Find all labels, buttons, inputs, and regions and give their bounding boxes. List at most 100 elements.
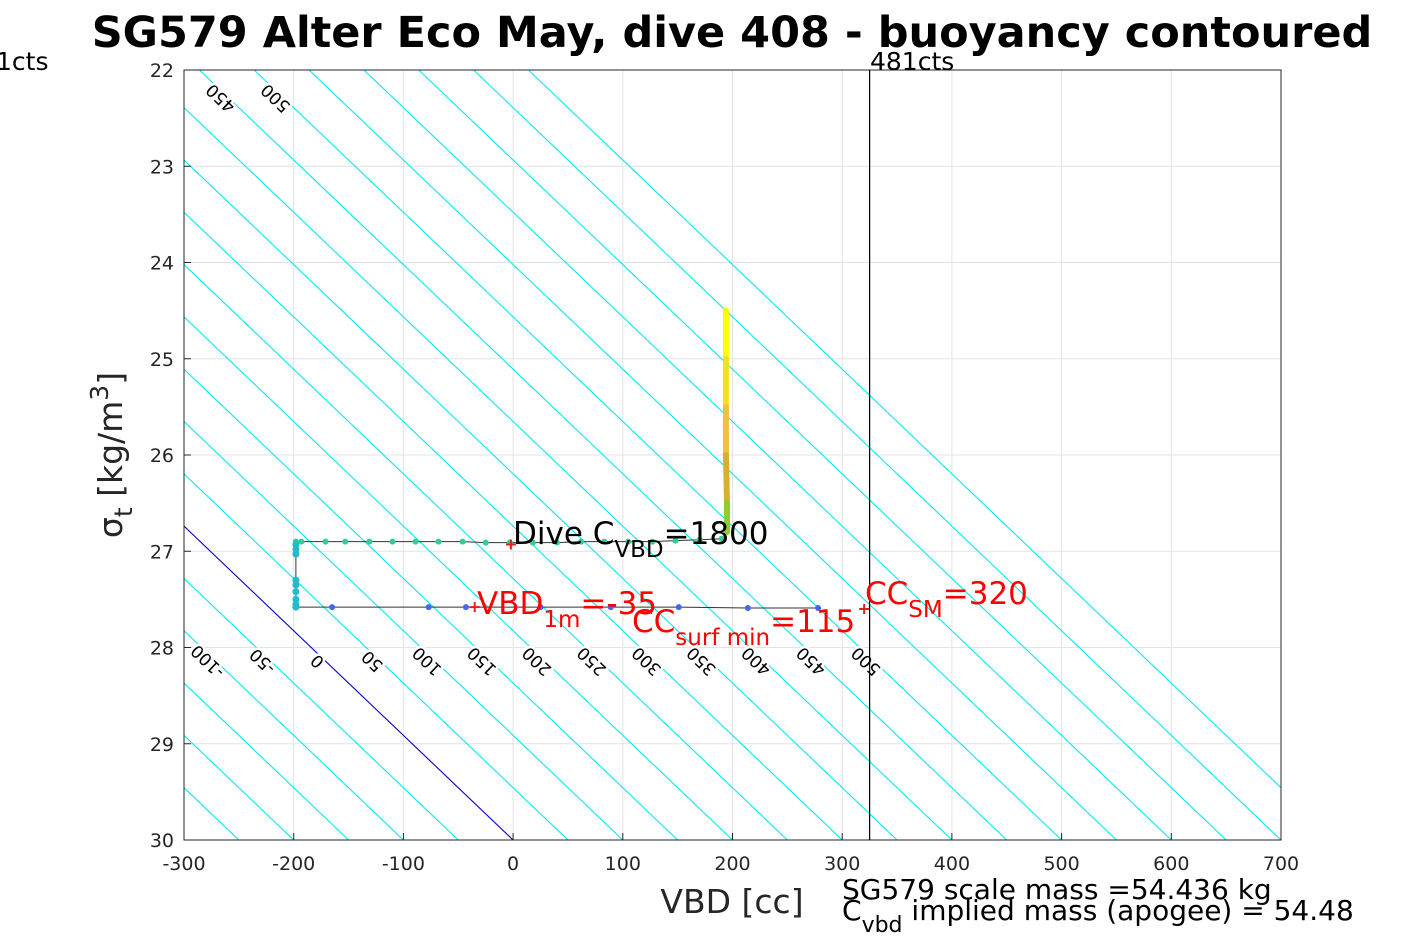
upper-profile-point — [366, 538, 373, 545]
vertical-profile-point — [292, 595, 300, 603]
y-tick-label: 24 — [150, 253, 174, 275]
x-tick-label: -200 — [272, 853, 315, 875]
surface-track-segment — [722, 452, 731, 507]
lower-profile-point — [462, 604, 469, 611]
vertical-profile-point — [292, 576, 300, 584]
upper-profile-point — [482, 539, 489, 546]
x-tick-label: 400 — [934, 853, 970, 875]
contour-line — [184, 682, 349, 840]
x-tick-label: 100 — [605, 853, 641, 875]
grid-lines — [183, 69, 1282, 841]
vline-counts-label: 481cts — [870, 47, 954, 76]
vertical-profile-point — [292, 588, 300, 596]
x-tick-label: 0 — [507, 853, 519, 875]
x-tick-label: 600 — [1153, 853, 1189, 875]
lower-profile-point — [537, 604, 544, 611]
upper-profile-point — [412, 538, 419, 545]
y-axis-label: σt [kg/m3] — [85, 372, 138, 538]
upper-profile-point — [553, 539, 560, 546]
contour-line — [184, 211, 843, 840]
lower-profile-point — [815, 605, 822, 612]
contour-line — [184, 525, 514, 840]
y-tick-label: 25 — [150, 349, 174, 371]
contour-line — [184, 577, 459, 840]
contour-line — [308, 70, 1117, 840]
contour-line — [184, 368, 679, 840]
upper-profile-point — [529, 539, 536, 546]
upper-profile-point — [342, 538, 349, 545]
contour-line — [0, 70, 74, 840]
y-tick-label: 28 — [150, 638, 174, 660]
lower-contour-label: -100 — [187, 640, 229, 681]
chart-title: SG579 Alter Eco May, dive 408 - buoyancy… — [92, 8, 1373, 58]
x-tick-label: 500 — [1043, 853, 1079, 875]
lower-profile-point — [329, 604, 336, 611]
axes: -300 -200 -100 0 100 200 300 400 500 600 700222324… — [150, 60, 1299, 875]
lower-contour-label: 50 — [358, 646, 387, 675]
y-tick-label: 29 — [150, 734, 174, 756]
x-tick-label: -100 — [382, 853, 425, 875]
contour-line — [528, 70, 1281, 789]
contour-line — [184, 420, 624, 840]
lower-profile-point — [607, 604, 614, 611]
upper-contour-label: 450 — [202, 79, 239, 116]
vertical-profile-point — [292, 550, 300, 558]
x-tick-label: 300 — [824, 853, 860, 875]
lower-profile-point — [744, 605, 751, 612]
upper-profile-point — [625, 538, 632, 545]
x-tick-label: 200 — [714, 853, 750, 875]
y-tick-label: 26 — [150, 445, 174, 467]
upper-profile-point — [459, 538, 466, 545]
upper-profile-point — [718, 535, 725, 542]
y-label-close: ] — [91, 372, 130, 385]
scale-mass-text: SG579 scale mass =54.436 kg — [842, 873, 1272, 906]
upper-profile-point — [578, 538, 585, 545]
buoyancy-contours — [0, 70, 1281, 840]
contour-line — [184, 630, 404, 840]
contour-line — [184, 106, 953, 840]
vbd-1m-annotation: VBD1m=-35 — [477, 586, 657, 633]
lower-profile-point — [425, 604, 432, 611]
x-axis-label: VBD [cc] — [660, 882, 803, 921]
lower-contour-label: 0 — [307, 650, 329, 672]
vertical-profile-point — [292, 603, 300, 611]
contour-line — [184, 473, 569, 840]
cc-sm-annotation: CCSM=320 — [865, 576, 1028, 623]
contour-line — [198, 70, 1008, 840]
vertical-profile-point — [292, 541, 300, 549]
lower-contour-label: -50 — [246, 644, 280, 678]
y-label-sub: t — [109, 507, 138, 517]
upper-profile-point — [601, 538, 608, 545]
contour-line — [184, 316, 733, 840]
y-tick-label: 30 — [150, 830, 174, 852]
upper-profile-point — [322, 538, 329, 545]
contour-line — [473, 70, 1281, 840]
contour-line — [184, 159, 898, 840]
y-tick-label: 23 — [150, 156, 174, 178]
cc-surf-min-annotation: CCsurf min=115 — [632, 604, 855, 651]
contour-line — [363, 70, 1172, 840]
upper-profile-point — [298, 538, 305, 545]
contour-line — [253, 70, 1062, 840]
vertical-profile-point — [292, 545, 300, 553]
contour-line — [184, 263, 788, 840]
profiles — [292, 307, 870, 614]
lower-profile-point — [675, 604, 682, 611]
contour-line — [418, 70, 1227, 840]
y-tick-label: 22 — [150, 60, 174, 82]
upper-profile-point — [649, 538, 656, 545]
x-tick-label: -300 — [162, 853, 205, 875]
upper-profile-point — [672, 537, 679, 544]
upper-profile-line — [295, 538, 722, 544]
svg-text:σt [kg/m3]: σt [kg/m3] — [85, 372, 138, 538]
x-tick-label: 700 — [1263, 853, 1299, 875]
upper-profile-point — [696, 536, 703, 543]
dive-cvbd-annotation: Dive CVBD=1800 — [513, 516, 769, 563]
left-counts-label: 1cts — [0, 47, 48, 76]
vertical-profile-point — [292, 581, 300, 589]
contour-line — [0, 70, 19, 840]
upper-profile-point — [435, 538, 442, 545]
implied-mass-text: Cvbd implied mass (apogee) = 54.48 — [842, 894, 1354, 938]
y-tick-label: 27 — [150, 541, 174, 563]
